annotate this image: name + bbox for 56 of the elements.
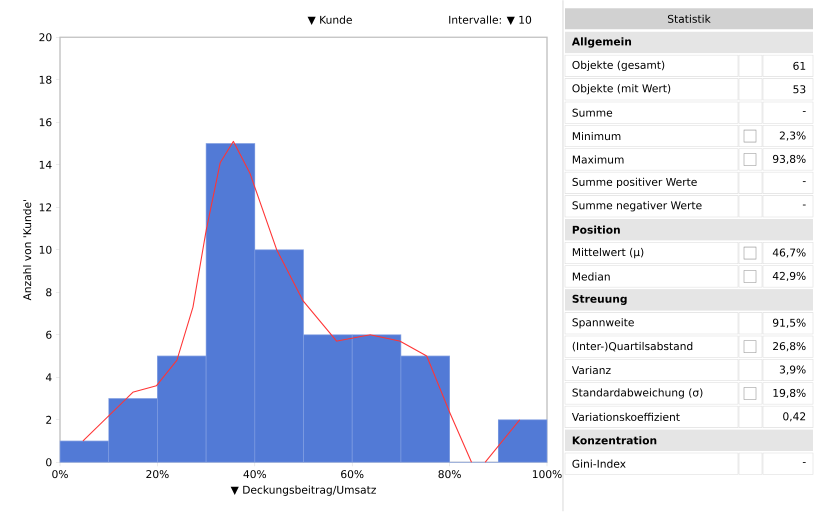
category-label: Median bbox=[572, 272, 610, 281]
y-tick-label: 20 bbox=[39, 33, 52, 42]
x-axis-title: ▼ Deckungsbeitrag/Umsatz bbox=[230, 486, 376, 496]
category-label: Objekte (gesamt) bbox=[572, 60, 664, 72]
y-axis-title: Anzahl von 'Kunde' bbox=[22, 200, 32, 301]
x-tick-label: 0% bbox=[52, 470, 68, 478]
text: - bbox=[802, 462, 806, 464]
category-label: Spannweite bbox=[572, 318, 634, 329]
category-label: Streuung bbox=[572, 294, 627, 306]
text: 42,9% bbox=[772, 272, 806, 282]
x-tick-label: 60% bbox=[341, 470, 364, 478]
category-label: Standardabweichung (σ) bbox=[572, 388, 702, 399]
y-tick-label: 12 bbox=[40, 204, 52, 212]
text: - bbox=[802, 111, 806, 112]
y-tick-label: 16 bbox=[40, 118, 52, 127]
category-label: (Inter-)Quartilsabstand bbox=[572, 342, 692, 352]
category-label: Mittelwert (µ) bbox=[572, 248, 644, 258]
x-tick-label: 80% bbox=[438, 470, 461, 478]
text: 46,7% bbox=[772, 248, 806, 258]
y-tick-label: 0 bbox=[46, 458, 52, 467]
x-tick-label: 100% bbox=[532, 470, 562, 478]
text: 19,8% bbox=[773, 389, 806, 398]
text: 53 bbox=[793, 85, 806, 94]
text: 26,8% bbox=[773, 342, 806, 352]
x-tick-label: 40% bbox=[243, 470, 266, 478]
y-tick-label: 10 bbox=[40, 246, 52, 254]
category-label: Konzentration bbox=[572, 436, 656, 445]
category-label: Variationskoeffizient bbox=[572, 412, 680, 422]
text: ▼ Kunde bbox=[308, 16, 352, 26]
y-tick-label: 6 bbox=[46, 330, 52, 340]
category-label: Objekte (mit Wert) bbox=[572, 84, 670, 95]
text: Statistik bbox=[668, 14, 711, 24]
category-label: Minimum bbox=[572, 132, 620, 140]
category-label: Allgemein bbox=[572, 38, 632, 48]
category-label: Summe positiver Werte bbox=[572, 178, 697, 188]
category-label: Varianz bbox=[572, 366, 611, 374]
y-tick-label: 8 bbox=[46, 288, 52, 297]
text: 93,8% bbox=[772, 155, 806, 164]
text: 3,9% bbox=[780, 366, 806, 375]
text: - bbox=[802, 181, 806, 182]
y-tick-label: 4 bbox=[46, 374, 52, 382]
category-label: Summe bbox=[572, 108, 612, 117]
category-label: Maximum bbox=[572, 156, 624, 164]
category-label: Summe negativer Werte bbox=[572, 201, 702, 212]
y-tick-label: 2 bbox=[46, 416, 52, 424]
text: - bbox=[802, 204, 806, 206]
category-label: Position bbox=[572, 226, 620, 234]
x-tick-label: 20% bbox=[146, 470, 169, 478]
text: 91,5% bbox=[772, 318, 806, 328]
text: 0,42 bbox=[783, 412, 806, 422]
text: 61 bbox=[793, 62, 806, 70]
y-tick-label: 14 bbox=[40, 161, 52, 169]
text: 2,3% bbox=[780, 132, 806, 141]
text: Intervalle: ▼ 10 bbox=[449, 16, 532, 26]
category-label: Gini-Index bbox=[572, 460, 626, 468]
y-tick-label: 18 bbox=[40, 76, 52, 84]
